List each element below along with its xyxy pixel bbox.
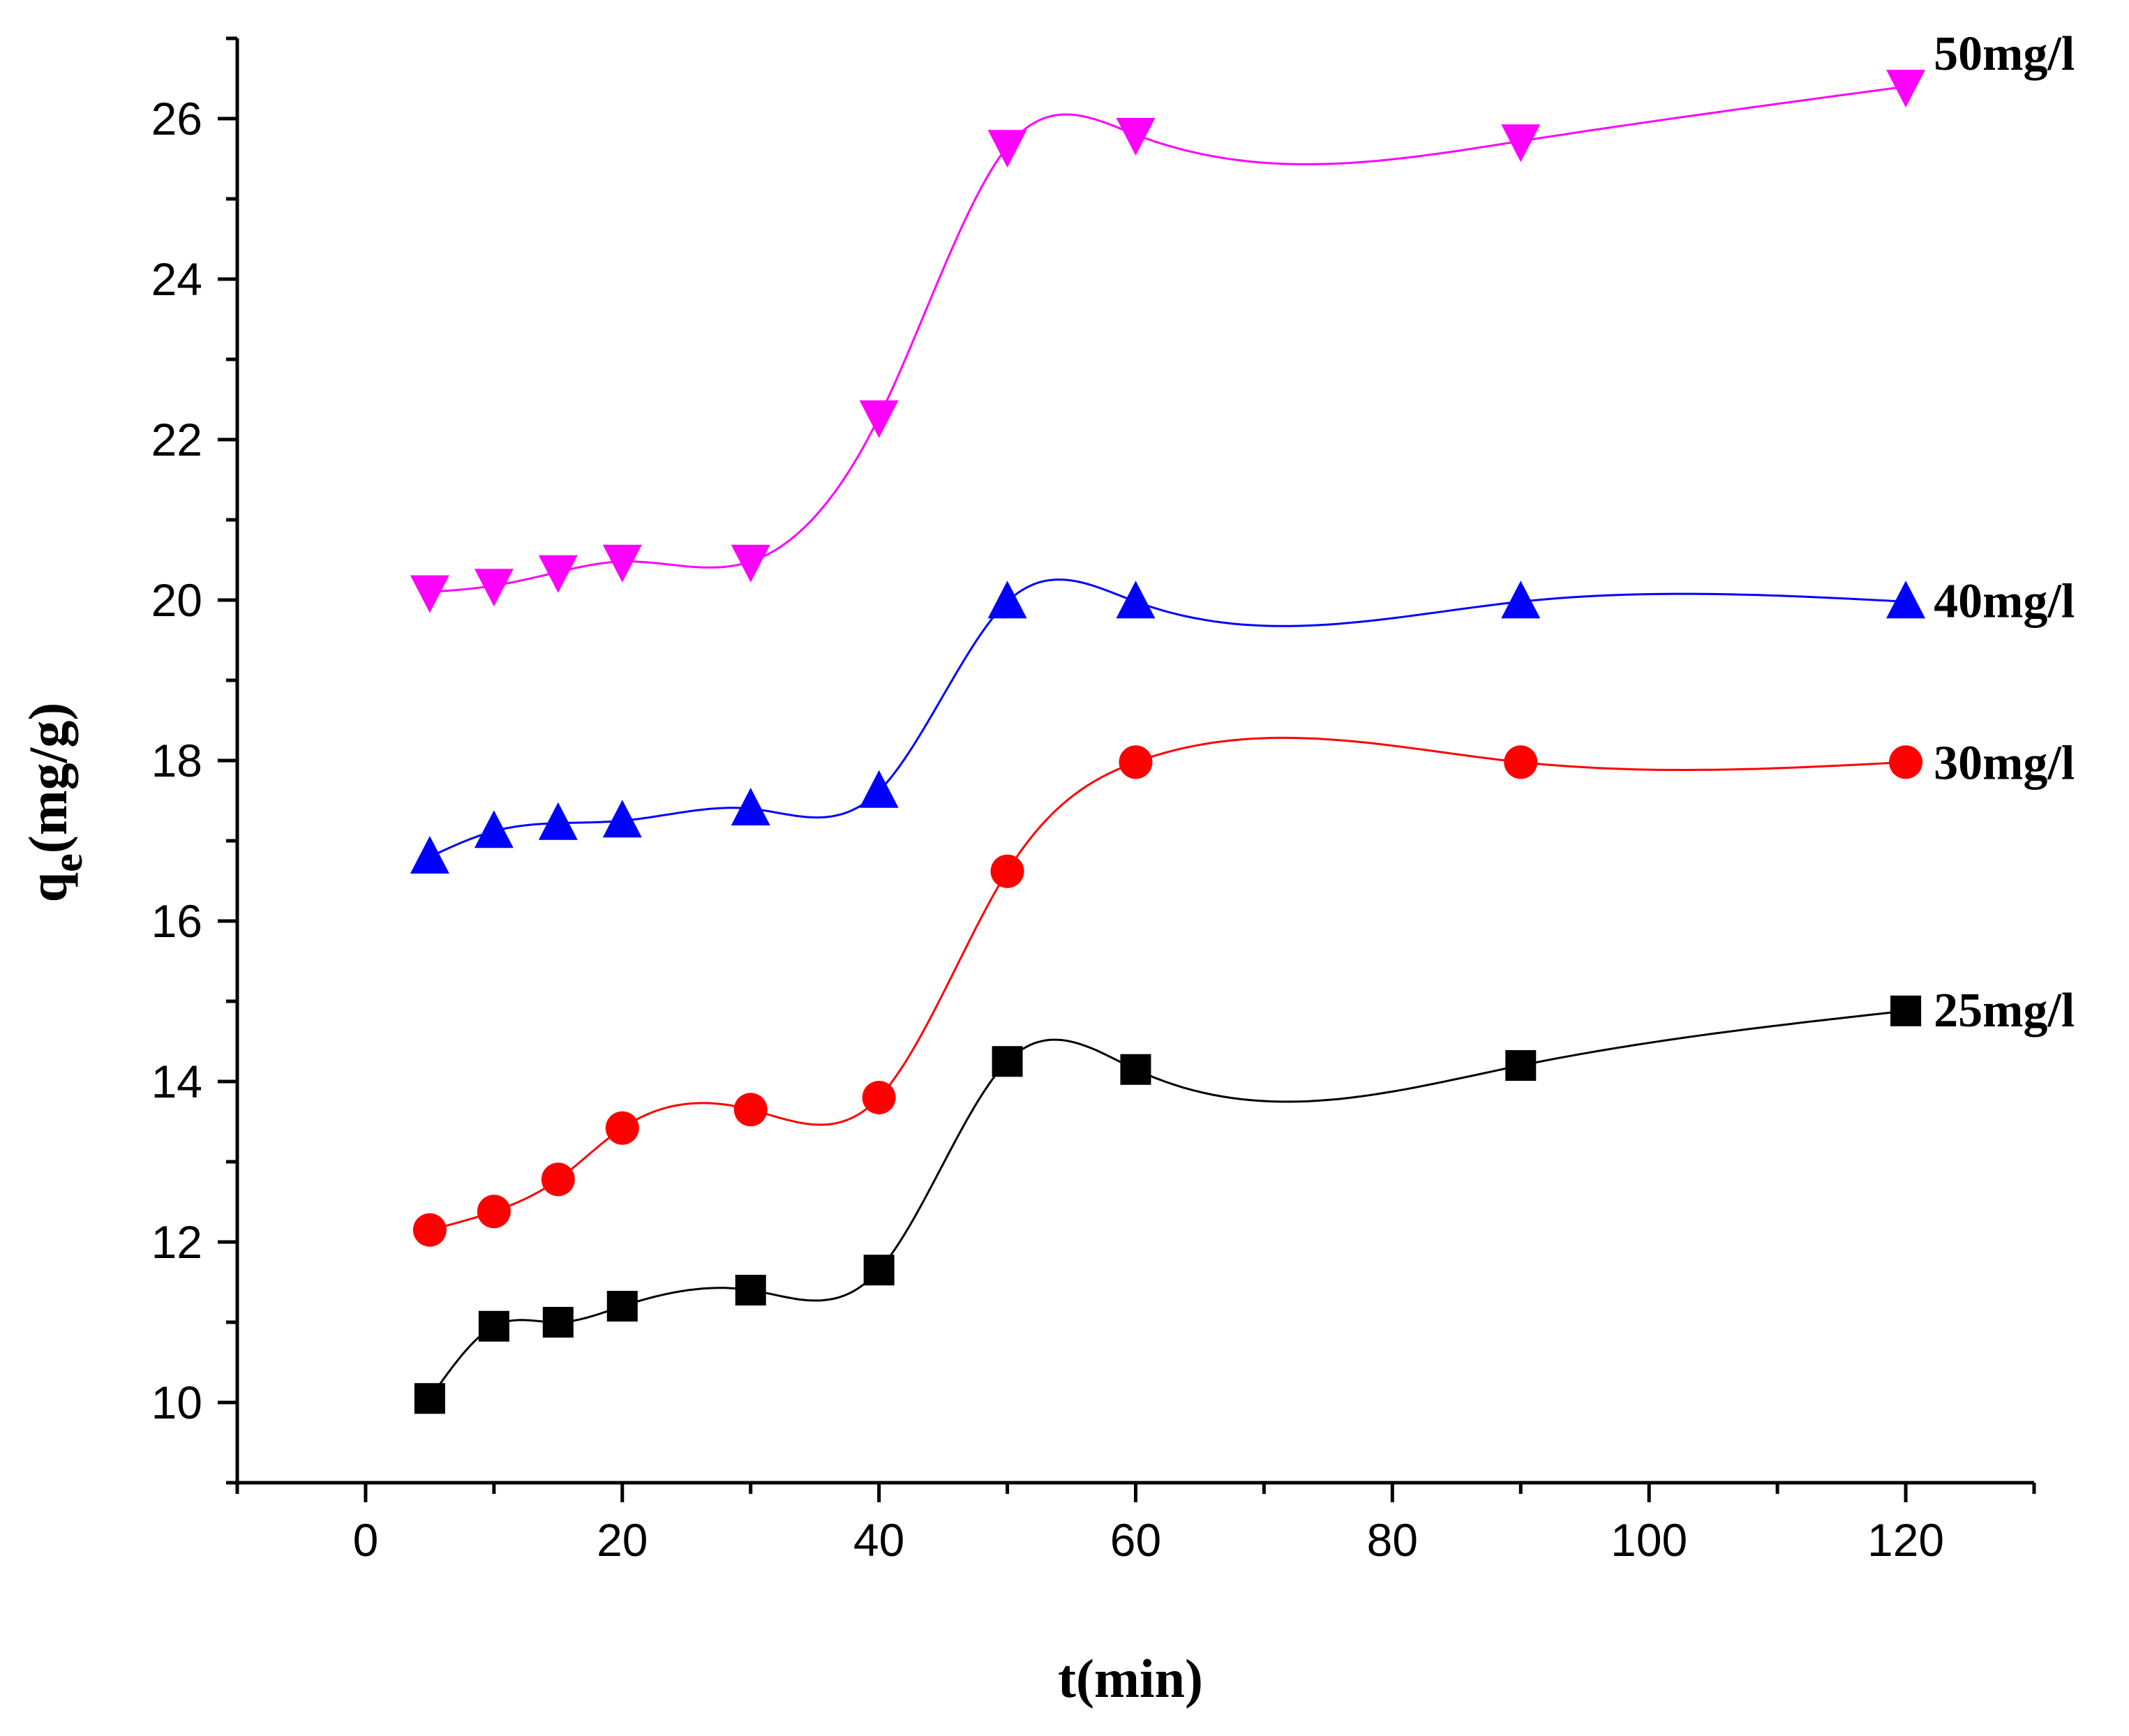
data-point [990,854,1024,888]
data-point [474,569,514,607]
data-point [538,555,578,593]
y-tick-label: 10 [151,1377,202,1428]
data-point [602,544,642,583]
x-tick-label: 60 [1110,1514,1161,1566]
series-label: 30mg/l [1934,736,2075,790]
series-curves [428,85,1906,1400]
y-tick-label: 22 [151,414,202,465]
data-point [412,1213,447,1247]
series-line [429,85,1906,593]
axes [218,36,2036,1502]
data-point [541,1162,575,1197]
data-point [859,400,899,438]
data-point [414,1383,445,1414]
data-point [1119,745,1153,779]
data-point [477,1195,511,1229]
y-tick-label: 16 [151,895,202,947]
data-point [1889,745,1923,779]
series-markers [410,70,1926,1414]
x-tick-label: 20 [597,1514,648,1566]
y-tick-label: 14 [151,1056,202,1107]
data-point [862,1081,896,1114]
data-point [731,788,770,825]
data-point [992,1046,1023,1077]
x-tick-label: 40 [853,1514,904,1566]
y-tick-label: 24 [151,253,202,305]
series-line [429,578,1906,858]
data-point [1890,995,1922,1026]
data-point [735,1275,766,1305]
data-point [1116,118,1156,156]
x-axis-title: t(min) [1058,1648,1203,1709]
y-axis-title: qe(mg/g) [17,703,91,903]
x-tick-label: 0 [353,1514,379,1566]
data-point [1116,581,1156,619]
y-tick-label: 20 [151,574,202,626]
data-point [733,1093,768,1127]
data-point [859,770,899,808]
data-point [478,1310,509,1342]
data-point [538,802,578,840]
data-point [474,810,514,848]
data-point [1505,1050,1537,1081]
data-point [410,836,449,874]
data-point [1501,124,1541,163]
data-point [602,800,642,838]
y-tick-label: 18 [151,735,202,786]
tick-labels: 10 12 14 16 18 20 22 24 26 0 20 40 60 80 100 120 [151,93,1945,1566]
data-point [863,1255,895,1286]
data-point [542,1307,574,1338]
y-axis-title-main: q [17,872,78,902]
x-tick-label: 120 [1867,1514,1944,1566]
y-axis-title-unit: (mg/g) [17,703,78,854]
y-tick-label: 12 [151,1216,202,1268]
data-point [605,1111,639,1145]
data-point [987,581,1027,619]
data-point [1886,581,1926,619]
series-label: 40mg/l [1934,574,2075,628]
data-point [1886,70,1926,107]
y-axis-title-subscript: e [45,853,91,872]
data-point [1504,745,1538,779]
data-point [410,575,449,613]
series-label: 25mg/l [1934,984,2075,1038]
series-labels: 25mg/l 30mg/l 40mg/l 50mg/l [1934,27,2075,1038]
data-point [987,130,1027,168]
series-label: 50mg/l [1934,27,2075,81]
data-point [606,1291,638,1322]
data-point [1120,1054,1151,1085]
y-tick-label: 26 [151,93,202,144]
data-point [731,544,770,583]
x-tick-label: 100 [1611,1514,1687,1566]
series-line [428,1010,1906,1400]
data-point [1501,581,1541,619]
x-tick-label: 80 [1367,1514,1418,1566]
series-line [429,736,1906,1232]
